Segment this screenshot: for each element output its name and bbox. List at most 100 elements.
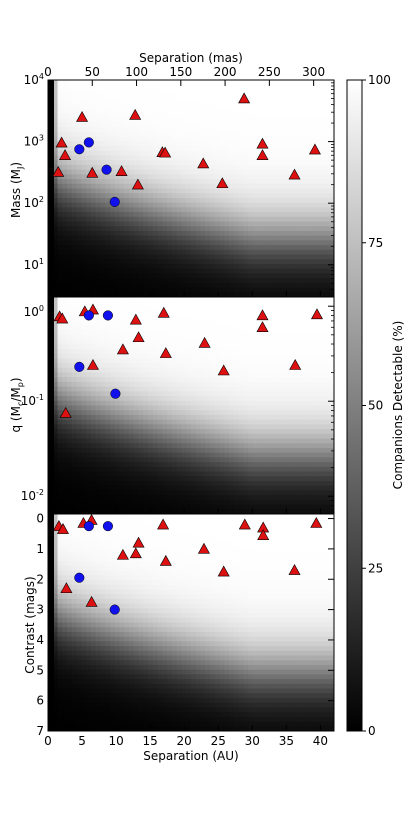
heatmap-cell	[272, 131, 278, 138]
heatmap-cell	[229, 235, 235, 241]
heatmap-cell	[171, 476, 178, 482]
heatmap-cell	[257, 381, 264, 388]
heatmap-cell	[143, 457, 149, 463]
heatmap-cell	[67, 353, 73, 359]
heatmap-cell	[76, 419, 82, 425]
heatmap-cell	[248, 424, 254, 430]
heatmap-cell	[257, 391, 264, 397]
heatmap-cell	[138, 429, 144, 435]
heatmap-cell	[138, 150, 144, 157]
heatmap-cell	[157, 485, 163, 492]
heatmap-cell	[95, 471, 102, 477]
heatmap-cell	[238, 381, 245, 388]
heatmap-cell	[67, 183, 73, 190]
heatmap-cell	[86, 297, 92, 303]
heatmap-cell	[267, 164, 273, 171]
heatmap-cell	[181, 306, 187, 312]
heatmap-cell	[124, 330, 130, 336]
heatmap-cell	[76, 230, 82, 237]
heatmap-cell	[224, 476, 230, 482]
heatmap-cell	[152, 480, 159, 487]
heatmap-cell	[252, 334, 259, 341]
heatmap-cell	[124, 476, 130, 482]
heatmap-cell	[152, 462, 159, 468]
heatmap-cell	[205, 490, 211, 496]
heatmap-cell	[219, 504, 225, 510]
heatmap-cell	[62, 259, 68, 265]
heatmap-cell	[243, 334, 249, 341]
heatmap-cell	[267, 122, 273, 128]
heatmap-cell	[310, 160, 316, 166]
circle-marker	[109, 196, 120, 207]
heatmap-cell	[143, 438, 149, 444]
heatmap-cell	[162, 278, 168, 284]
heatmap-cell	[100, 150, 106, 157]
heatmap-cell	[219, 254, 225, 260]
heatmap-cell	[129, 396, 135, 402]
heatmap-cell	[200, 84, 206, 91]
heatmap-cell	[157, 297, 163, 303]
heatmap-cell	[129, 169, 135, 175]
heatmap-cell	[238, 377, 245, 383]
heatmap-cell	[214, 320, 221, 326]
heatmap-cell	[319, 113, 326, 119]
circle-marker	[74, 144, 85, 155]
heatmap-cell	[100, 490, 106, 496]
heatmap-cell	[76, 429, 82, 435]
heatmap-cell	[157, 230, 163, 237]
heatmap-cell	[205, 447, 211, 454]
heatmap-cell	[314, 221, 321, 227]
heatmap-cell	[224, 226, 230, 232]
heatmap-cell	[238, 348, 245, 355]
heatmap-cell	[195, 400, 202, 407]
heatmap-cell	[157, 452, 163, 458]
heatmap-cell	[310, 240, 316, 246]
heatmap-cell	[252, 363, 259, 369]
triangle-marker	[52, 165, 65, 177]
heatmap-cell	[86, 414, 92, 421]
heatmap-cell	[224, 259, 230, 265]
heatmap-cell	[310, 179, 316, 185]
heatmap-cell	[124, 80, 130, 86]
heatmap-cell	[62, 263, 68, 270]
heatmap-cell	[214, 113, 221, 119]
heatmap-cell	[76, 174, 82, 180]
heatmap-cell	[71, 164, 78, 171]
heatmap-cell	[133, 278, 140, 284]
heatmap-cell	[86, 131, 92, 138]
heatmap-cell	[71, 410, 78, 416]
heatmap-cell	[295, 268, 302, 275]
heatmap-cell	[238, 443, 245, 449]
heatmap-cell	[176, 480, 183, 487]
heatmap-cell	[252, 372, 259, 378]
heatmap-cell	[210, 457, 216, 463]
heatmap-cell	[224, 84, 230, 91]
heatmap-cell	[267, 113, 273, 119]
heatmap-cell	[286, 193, 292, 199]
heatmap-cell	[300, 188, 306, 194]
heatmap-cell	[210, 254, 216, 260]
heatmap-cell	[171, 363, 178, 369]
heatmap-cell	[100, 287, 106, 293]
heatmap-cell	[81, 358, 87, 364]
heatmap-cell	[76, 386, 82, 392]
heatmap-cell	[272, 202, 278, 208]
heatmap-cell	[291, 146, 297, 152]
heatmap-cell	[200, 113, 206, 119]
heatmap-cell	[176, 419, 183, 425]
heatmap-cell	[119, 330, 125, 336]
heatmap-cell	[276, 122, 283, 128]
heatmap-cell	[319, 169, 326, 175]
heatmap-cell	[124, 183, 130, 190]
heatmap-cell	[243, 188, 249, 194]
heatmap-cell	[114, 414, 121, 421]
heatmap-cell	[52, 136, 59, 142]
heatmap-cell	[195, 193, 202, 199]
heatmap-cell	[129, 174, 135, 180]
heatmap-cell	[124, 410, 130, 416]
heatmap-cell	[291, 221, 297, 227]
heatmap-cell	[62, 292, 68, 297]
heatmap-cell	[262, 146, 268, 152]
heatmap-cell	[205, 108, 211, 114]
